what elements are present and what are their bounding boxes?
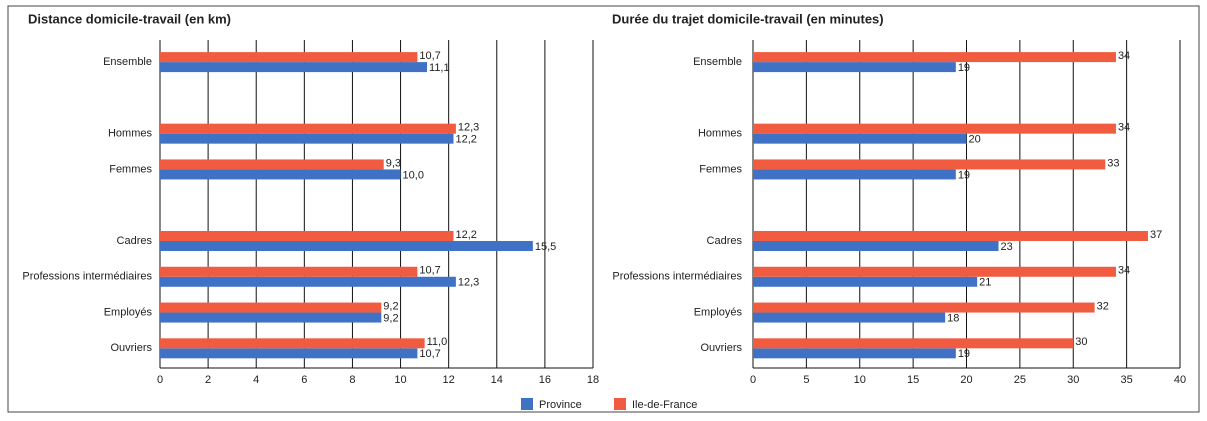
value-label: 10,0 xyxy=(403,169,424,181)
category-label: Femmes xyxy=(109,163,152,175)
bar xyxy=(160,159,384,170)
bar xyxy=(753,240,999,251)
value-label: 10,7 xyxy=(419,265,440,277)
bar xyxy=(753,348,956,359)
bar xyxy=(160,240,533,251)
value-label: 9,2 xyxy=(383,300,398,312)
bar xyxy=(160,62,428,73)
value-label: 34 xyxy=(1118,265,1130,277)
x-tick-label: 10 xyxy=(854,374,866,386)
value-label: 12,2 xyxy=(455,229,476,241)
x-tick-label: 2 xyxy=(205,374,211,386)
bar xyxy=(160,230,454,241)
value-label: 37 xyxy=(1150,229,1162,241)
bar xyxy=(160,52,418,63)
value-label: 32 xyxy=(1097,300,1109,312)
bar xyxy=(753,276,978,287)
value-label: 21 xyxy=(979,277,991,289)
value-label: 12,3 xyxy=(458,277,479,289)
value-label: 15,5 xyxy=(535,241,556,253)
bar xyxy=(753,266,1116,277)
bar xyxy=(753,62,956,73)
x-tick-label: 5 xyxy=(803,374,809,386)
category-label: Professions intermédiaires xyxy=(22,271,152,283)
bar xyxy=(160,302,382,313)
value-label: 10,7 xyxy=(419,50,440,62)
bar xyxy=(160,133,454,144)
bar xyxy=(160,169,401,180)
x-tick-label: 6 xyxy=(301,374,307,386)
bar xyxy=(753,338,1074,349)
value-label: 11,0 xyxy=(427,336,448,348)
bar xyxy=(753,133,967,144)
x-tick-label: 20 xyxy=(960,374,972,386)
legend-swatch xyxy=(521,398,533,410)
x-tick-label: 8 xyxy=(349,374,355,386)
category-label: Professions intermédiaires xyxy=(612,271,742,283)
x-tick-label: 12 xyxy=(443,374,455,386)
category-label: Femmes xyxy=(699,163,742,175)
category-label: Cadres xyxy=(117,235,153,247)
bar xyxy=(160,312,382,323)
bar xyxy=(753,159,1106,170)
x-tick-label: 35 xyxy=(1121,374,1133,386)
value-label: 10,7 xyxy=(419,348,440,360)
x-tick-label: 40 xyxy=(1174,374,1186,386)
x-tick-label: 0 xyxy=(157,374,163,386)
bar xyxy=(160,276,456,287)
value-label: 12,2 xyxy=(455,134,476,146)
category-label: Ensemble xyxy=(693,56,742,68)
x-tick-label: 0 xyxy=(750,374,756,386)
value-label: 20 xyxy=(969,134,981,146)
category-label: Ouvriers xyxy=(110,342,152,354)
legend-label: Ile-de-France xyxy=(632,399,697,411)
value-label: 18 xyxy=(947,312,959,324)
x-tick-label: 14 xyxy=(491,374,503,386)
category-label: Employés xyxy=(694,306,743,318)
value-label: 30 xyxy=(1075,336,1087,348)
bar xyxy=(753,312,946,323)
category-label: Cadres xyxy=(707,235,743,247)
value-label: 19 xyxy=(958,62,970,74)
chart-title: Distance domicile-travail (en km) xyxy=(28,11,231,26)
x-tick-label: 16 xyxy=(539,374,551,386)
bar xyxy=(753,230,1148,241)
value-label: 9,2 xyxy=(383,312,398,324)
x-tick-label: 25 xyxy=(1014,374,1026,386)
x-tick-label: 15 xyxy=(907,374,919,386)
bar xyxy=(753,52,1116,63)
category-label: Hommes xyxy=(108,128,153,140)
value-label: 11,1 xyxy=(429,62,450,74)
value-label: 23 xyxy=(1001,241,1013,253)
value-label: 34 xyxy=(1118,122,1130,134)
value-label: 9,3 xyxy=(386,157,401,169)
bar xyxy=(160,348,418,359)
value-label: 12,3 xyxy=(458,122,479,134)
bar xyxy=(753,123,1116,134)
bar xyxy=(160,123,456,134)
value-label: 34 xyxy=(1118,50,1130,62)
category-label: Ensemble xyxy=(103,56,152,68)
frame xyxy=(7,5,1200,413)
x-tick-label: 10 xyxy=(394,374,406,386)
legend-label: Province xyxy=(539,399,582,411)
chart-title: Durée du trajet domicile-travail (en min… xyxy=(612,11,884,26)
value-label: 33 xyxy=(1107,157,1119,169)
value-label: 19 xyxy=(958,348,970,360)
bar xyxy=(753,302,1095,313)
category-label: Hommes xyxy=(698,128,743,140)
x-tick-label: 30 xyxy=(1067,374,1079,386)
legend-swatch xyxy=(614,398,626,410)
bar xyxy=(753,169,956,180)
bar xyxy=(160,338,425,349)
category-label: Ouvriers xyxy=(700,342,742,354)
x-tick-label: 4 xyxy=(253,374,259,386)
x-tick-label: 18 xyxy=(587,374,599,386)
category-label: Employés xyxy=(104,306,153,318)
bar xyxy=(160,266,418,277)
value-label: 19 xyxy=(958,169,970,181)
